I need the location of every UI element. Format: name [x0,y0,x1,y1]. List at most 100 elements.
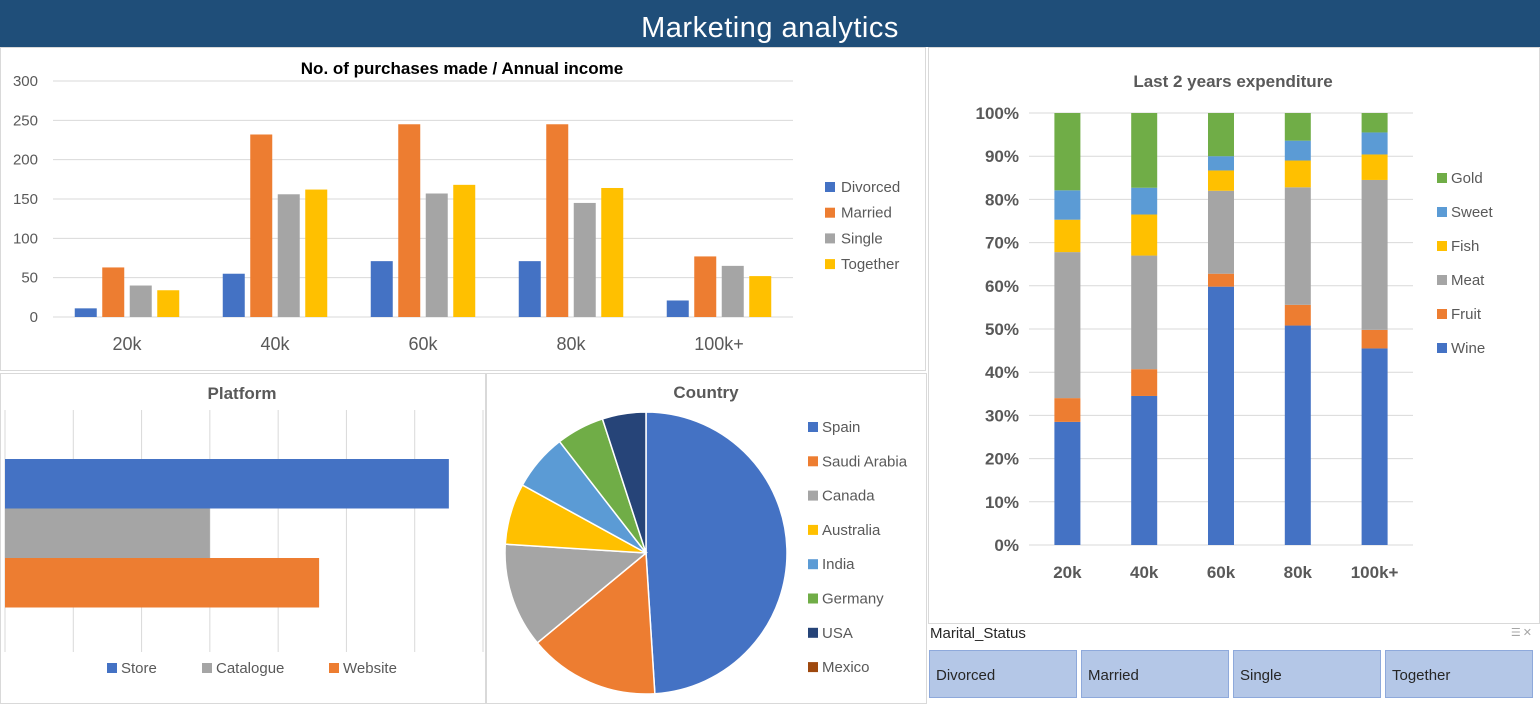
legend-swatch [1437,343,1447,353]
chart-title: Platform [208,384,277,403]
legend-swatch [1437,275,1447,285]
y-tick-label: 0% [994,536,1019,555]
slicer-item-single[interactable]: Single [1233,650,1381,698]
legend-swatch [808,490,818,501]
legend-label: Together [841,256,899,273]
y-tick-label: 100% [976,104,1019,123]
segment-wine [1131,395,1158,545]
slicer-item-divorced[interactable]: Divorced [929,650,1077,698]
segment-wine [1054,421,1081,545]
legend-label: Sweet [1451,204,1494,221]
segment-sweet [1208,156,1234,171]
segment-fish [1361,154,1388,180]
x-tick-label: 80k [556,334,586,354]
page-title: Marketing analytics [0,0,1540,47]
bar-together [453,184,476,317]
segment-meat [1284,187,1311,305]
segment-sweet [1284,140,1311,161]
bar-single [573,202,596,317]
segment-fruit [1131,369,1158,396]
slice-usa [601,411,647,554]
legend-label: Married [841,205,892,222]
y-tick-label: 40% [985,363,1019,382]
bar-married [694,256,717,317]
bar-married [250,134,273,317]
legend-label: Website [343,660,397,677]
platform-chart-panel: Platform Store Catalogue Website [0,373,486,704]
multi-select-icon[interactable]: ☰✕ [1510,627,1534,639]
y-tick-label: 200 [13,152,38,169]
x-tick-label: 40k [1130,563,1159,582]
legend-swatch [1437,207,1447,217]
segment-wine [1284,325,1311,545]
bar-divorced [666,300,689,317]
x-tick-label: 20k [1053,563,1082,582]
segment-gold [1131,113,1158,188]
bar-single [129,285,152,317]
legend-swatch [825,259,835,270]
y-tick-label: 60% [985,277,1019,296]
y-tick-label: 70% [985,234,1019,253]
y-tick-label: 80% [985,190,1019,209]
legend-label: Canada [822,488,875,505]
slicer-item-together[interactable]: Together [1385,650,1533,698]
bar-together [601,187,624,317]
platform-chart: Platform Store Catalogue Website [4,384,484,677]
bar-married [102,267,125,317]
bar-single [721,265,744,317]
purchases-chart-panel: No. of purchases made / Annual income 0 50… [0,47,926,371]
legend-label: Meat [1451,272,1485,289]
segment-gold [1054,113,1081,191]
legend-label: Single [841,230,883,247]
expenditure-chart: Last 2 years expenditure 0% 10% 20% 30% 40% 50… [976,72,1494,582]
segment-meat [1208,190,1234,274]
y-tick-label: 10% [985,493,1019,512]
bar-together [157,290,180,317]
legend-label: USA [822,625,853,642]
x-tick-label: 80k [1284,563,1313,582]
slicer-item-married[interactable]: Married [1081,650,1229,698]
y-tick-label: 250 [13,112,38,129]
segment-fruit [1361,329,1388,349]
legend-label: Saudi Arabia [822,453,908,470]
bar-divorced [222,273,245,317]
segment-sweet [1131,187,1158,215]
legend-label: Wine [1451,340,1485,357]
legend-swatch [825,207,835,218]
legend-label: Spain [822,419,860,436]
segment-meat [1131,255,1158,370]
legend-swatch [808,422,818,432]
y-tick-label: 0 [30,309,38,326]
y-tick-label: 300 [13,73,38,90]
segment-sweet [1054,190,1081,220]
bar-store [5,459,449,509]
legend-swatch [1437,309,1447,319]
segment-wine [1208,286,1234,545]
bar-website [5,558,320,608]
bar-divorced [370,261,393,317]
legend-swatch [1437,173,1447,183]
legend-swatch [808,662,818,673]
chart-title: Country [673,383,739,402]
legend-swatch [825,233,835,244]
legend-swatch [808,593,818,604]
legend-label: Mexico [822,659,870,676]
legend-swatch [808,456,818,467]
slice-spain [645,411,788,695]
legend-swatch [808,627,818,638]
segment-sweet [1361,132,1388,155]
y-tick-label: 100 [13,230,38,247]
slicer-title: Marital_Status [930,625,1026,642]
legend-swatch [825,182,835,192]
segment-fruit [1208,273,1234,287]
bar-together [749,276,772,317]
purchases-chart: No. of purchases made / Annual income 0 50… [13,59,900,354]
segment-wine [1361,348,1388,545]
bar-catalogue [5,508,210,558]
legend-label: Catalogue [216,660,284,677]
legend-label: Germany [822,591,884,608]
segment-fish [1131,214,1158,256]
bar-single [425,193,448,317]
legend-label: Fish [1451,238,1479,255]
segment-fish [1054,219,1081,253]
